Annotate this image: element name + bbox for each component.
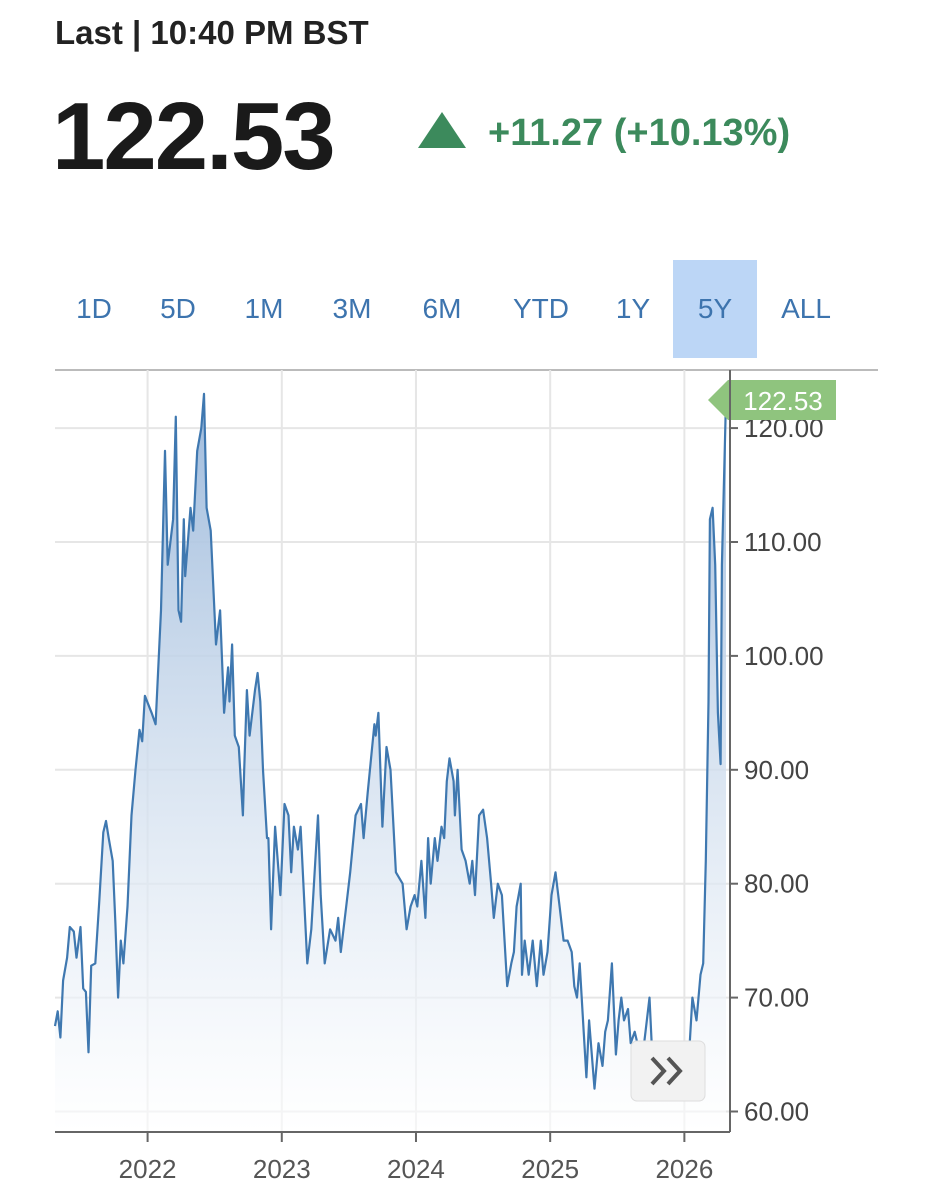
price: 122.53 xyxy=(52,83,336,190)
change: +11.27 (+10.13%) xyxy=(488,112,791,154)
last-value-label: 122.53 xyxy=(743,386,823,416)
y-tick-label: 80.00 xyxy=(744,869,809,899)
range-tab[interactable]: 5D xyxy=(160,293,196,324)
scroll-button[interactable] xyxy=(630,1040,706,1102)
x-tick-label: 2026 xyxy=(655,1154,713,1184)
y-tick-label: 90.00 xyxy=(744,755,809,785)
x-tick-label: 2022 xyxy=(119,1154,177,1184)
x-tick-label: 2025 xyxy=(521,1154,579,1184)
range-tab[interactable]: 1Y xyxy=(615,293,651,324)
x-tick-label: 2024 xyxy=(387,1154,445,1184)
range-tab[interactable]: 5Y xyxy=(673,260,757,358)
scroll-button-bg xyxy=(630,1040,706,1102)
y-tick-label: 60.00 xyxy=(744,1096,809,1126)
range-tab[interactable]: 1D xyxy=(76,293,112,324)
last-value-tag xyxy=(708,380,836,420)
range-tab[interactable]: 1M xyxy=(244,293,284,324)
up-arrow xyxy=(418,112,466,148)
range-tab[interactable]: 3M xyxy=(332,293,372,324)
y-tick-label: 100.00 xyxy=(744,641,824,671)
x-tick-label: 2023 xyxy=(253,1154,311,1184)
range-tab[interactable]: YTD xyxy=(513,293,569,324)
range-tab[interactable]: 6M xyxy=(422,293,462,324)
range-tab[interactable]: ALL xyxy=(781,293,831,324)
area-fill xyxy=(55,393,726,1132)
y-tick-label: 110.00 xyxy=(744,527,822,557)
range-tabs: 1D 5D 1M 3M 6M YTD 1Y 5Y ALL xyxy=(52,260,852,358)
y-tick-label: 70.00 xyxy=(744,983,809,1013)
price-line xyxy=(53,392,728,1102)
last-label: Last | 10:40 PM BST xyxy=(55,14,369,51)
scroll-button-icon xyxy=(650,1056,683,1086)
